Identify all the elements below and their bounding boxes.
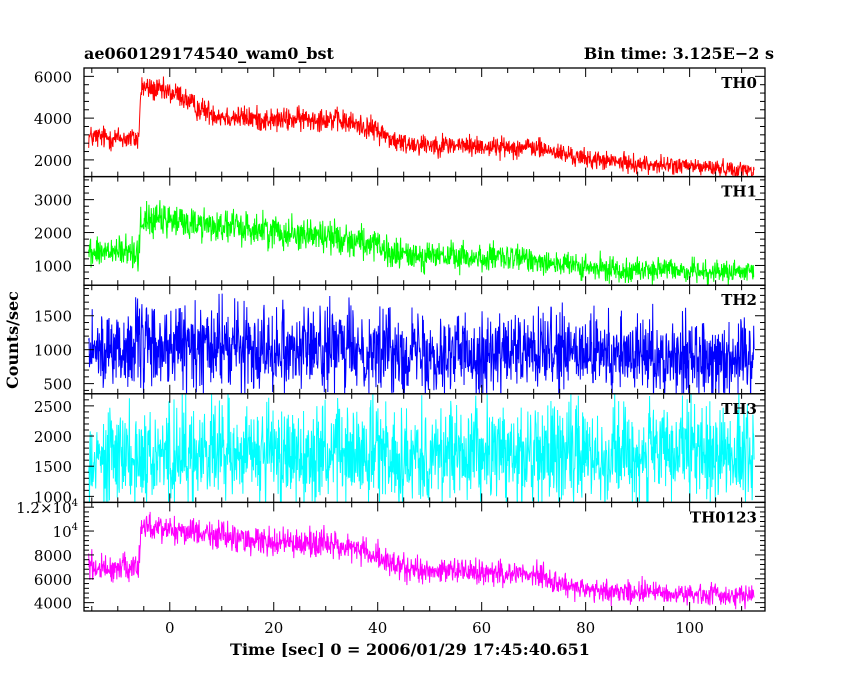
y-tick-label-th0123: 1.2×104 <box>16 498 78 517</box>
y-tick-label-th0123: 4000 <box>34 595 72 613</box>
panel-label-th2: TH2 <box>721 291 757 309</box>
y-tick-label-exponent: 4 <box>72 498 78 509</box>
y-tick-label-th1: 3000 <box>34 192 72 210</box>
y-tick-label-th0: 4000 <box>34 110 72 128</box>
series-layer <box>88 76 755 610</box>
y-tick-label-th2: 1500 <box>34 308 72 326</box>
x-tick-label: 100 <box>675 619 704 637</box>
panel-label-th0: TH0 <box>721 74 757 92</box>
y-tick-label-th1: 2000 <box>34 225 72 243</box>
y-tick-label-th0: 6000 <box>34 68 72 86</box>
observation-id-label: ae060129174540_wam0_bst <box>84 44 334 63</box>
x-tick-label: 80 <box>576 619 595 637</box>
panel-label-th3: TH3 <box>721 400 757 418</box>
y-tick-label-th0123: 104 <box>53 522 78 541</box>
x-tick-label: 40 <box>368 619 387 637</box>
y-tick-label-th3: 2000 <box>34 428 72 446</box>
bin-time-label: Bin time: 3.125E−2 s <box>583 44 774 63</box>
y-tick-label-th2: 500 <box>43 376 72 394</box>
x-tick-label: 20 <box>264 619 283 637</box>
series-th1 <box>88 200 755 286</box>
panel-label-th1: TH1 <box>721 183 757 201</box>
series-th2 <box>88 293 755 394</box>
y-axis-label: Counts/sec <box>3 291 22 389</box>
panel-frame-th0 <box>83 67 766 178</box>
y-tick-label-th2: 1000 <box>34 342 72 360</box>
y-tick-label-th3: 1500 <box>34 458 72 476</box>
axes-layer: TH0200040006000TH1100020003000TH25001000… <box>16 67 766 637</box>
y-tick-label-th0123: 8000 <box>34 547 72 565</box>
panel-label-th0123: TH0123 <box>690 508 757 526</box>
y-tick-label-th0123: 6000 <box>34 571 72 589</box>
y-tick-label-th0: 2000 <box>34 152 72 170</box>
y-tick-label-th3: 2500 <box>34 398 72 416</box>
x-tick-label: 0 <box>165 619 175 637</box>
x-tick-label: 60 <box>472 619 491 637</box>
y-tick-label-exponent: 4 <box>72 522 78 533</box>
series-th3 <box>88 393 755 503</box>
y-tick-label-th3: 1000 <box>34 488 72 506</box>
x-axis-label: Time [sec] 0 = 2006/01/29 17:45:40.651 <box>230 640 590 659</box>
series-th0123 <box>88 511 755 610</box>
series-th0 <box>88 76 755 177</box>
panel-frame-th0123 <box>83 501 766 612</box>
y-tick-label-th1: 1000 <box>34 257 72 275</box>
